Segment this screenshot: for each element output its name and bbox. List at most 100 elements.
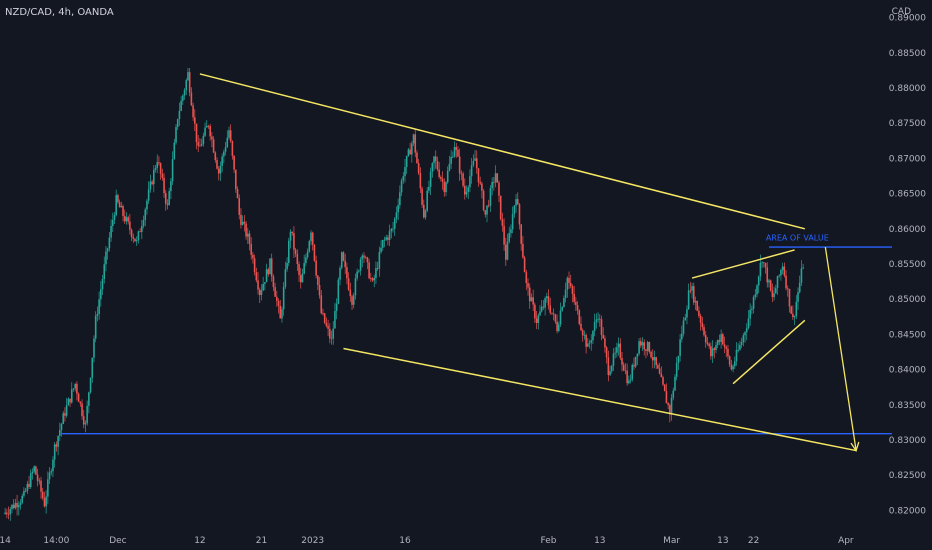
candle-body xyxy=(641,342,644,346)
candle-body xyxy=(45,496,47,507)
candle-body xyxy=(337,279,340,304)
candle-body xyxy=(130,229,133,237)
candle-body xyxy=(173,142,176,160)
candle-body xyxy=(351,296,353,305)
candle-body xyxy=(267,269,270,275)
x-tick-label: 16 xyxy=(399,536,411,546)
candle-body xyxy=(323,313,326,323)
candle-body xyxy=(571,286,574,294)
candle-body xyxy=(740,342,743,346)
projection-arrow-line[interactable] xyxy=(824,247,857,451)
candle-body xyxy=(53,444,56,460)
candle-body xyxy=(797,292,799,302)
candle-body xyxy=(732,366,734,370)
candle-body xyxy=(224,147,227,152)
candle-body xyxy=(94,315,97,339)
candle-body xyxy=(392,228,394,230)
candle-body xyxy=(523,257,526,273)
candle-body xyxy=(754,294,757,297)
candle-body xyxy=(686,309,688,318)
candle-body xyxy=(788,288,791,307)
candle-body xyxy=(629,379,632,381)
candle-body xyxy=(428,186,430,191)
candle-body xyxy=(250,243,252,255)
candle-body xyxy=(182,95,184,101)
y-tick-label: 0.88500 xyxy=(889,49,926,59)
x-tick-label: Dec xyxy=(109,536,126,546)
candle-body xyxy=(619,343,622,358)
y-tick-label: 0.85500 xyxy=(889,260,926,270)
candle-body xyxy=(12,504,15,509)
trend-line[interactable] xyxy=(199,73,806,230)
candle-body xyxy=(633,364,635,367)
candle-body xyxy=(463,185,466,195)
candle-body xyxy=(264,282,266,284)
candle-body xyxy=(334,310,336,329)
candle-body xyxy=(448,163,451,171)
candle-body xyxy=(135,240,138,242)
candle-body xyxy=(477,168,480,182)
candle-body xyxy=(542,306,545,308)
candle-body xyxy=(161,173,164,178)
candle-body xyxy=(670,397,673,415)
candle-body xyxy=(540,306,543,312)
candle-body xyxy=(506,241,509,260)
candle-body xyxy=(412,134,415,144)
candle-body xyxy=(576,305,579,311)
candle-body xyxy=(91,357,94,378)
candle-body xyxy=(168,191,170,205)
candle-body xyxy=(443,181,446,193)
candle-body xyxy=(766,267,769,283)
candle-body xyxy=(634,356,637,367)
candle-body xyxy=(764,263,767,268)
x-tick-label: 13 xyxy=(594,536,605,546)
candle-body xyxy=(390,228,393,232)
candle-body xyxy=(361,255,364,260)
candle-body xyxy=(696,300,698,311)
candle-body xyxy=(100,289,102,300)
candle-body xyxy=(561,307,563,311)
candle-body xyxy=(768,280,770,283)
candle-body xyxy=(662,377,664,385)
candle-body xyxy=(185,80,188,91)
candle-body xyxy=(281,309,283,319)
candle-body xyxy=(559,310,562,325)
candle-body xyxy=(465,191,468,195)
candle-body xyxy=(381,240,384,248)
x-tick-label: 14 xyxy=(0,536,11,546)
candle-body xyxy=(356,271,358,279)
candle-body xyxy=(354,278,357,296)
candle-body xyxy=(679,339,681,356)
candle-body xyxy=(602,334,605,339)
candle-body xyxy=(320,295,323,314)
candle-body xyxy=(472,160,475,166)
candle-body xyxy=(238,198,241,215)
trend-line[interactable] xyxy=(691,249,795,279)
trend-line[interactable] xyxy=(343,347,857,452)
candle-body xyxy=(301,273,304,283)
candle-body xyxy=(636,353,639,357)
candle-body xyxy=(436,161,439,170)
candle-body xyxy=(474,158,476,161)
candle-body xyxy=(552,313,555,315)
candle-body xyxy=(737,349,740,351)
candle-body xyxy=(759,262,762,277)
candle-body xyxy=(516,199,519,205)
candle-body xyxy=(438,169,440,177)
candle-body xyxy=(329,328,331,339)
candle-body xyxy=(578,310,581,324)
candle-body xyxy=(284,269,287,287)
candle-body xyxy=(33,466,35,472)
candle-body xyxy=(407,149,410,156)
trend-line[interactable] xyxy=(732,319,806,385)
candle-body xyxy=(479,181,481,184)
candle-body xyxy=(557,324,560,331)
candle-body xyxy=(616,347,618,353)
candle-body xyxy=(802,267,804,269)
candle-body xyxy=(411,143,413,155)
candle-body xyxy=(494,173,497,183)
candle-body xyxy=(493,181,495,183)
candle-body xyxy=(98,299,100,315)
candle-body xyxy=(340,252,343,268)
